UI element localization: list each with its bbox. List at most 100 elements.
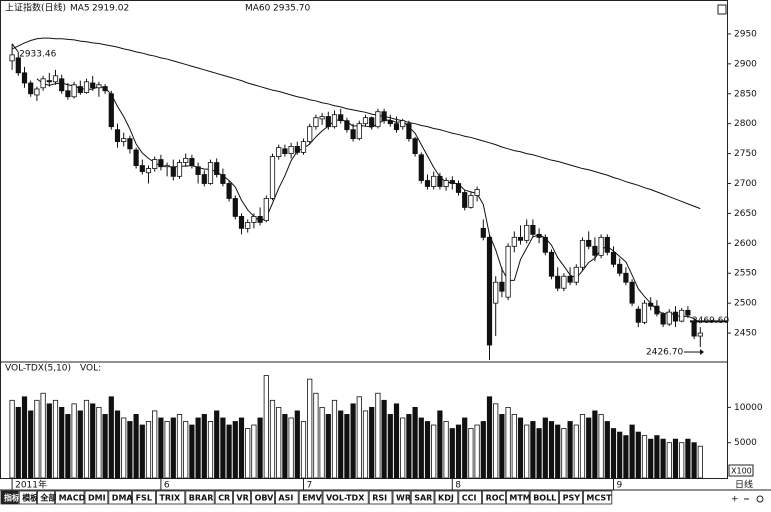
toolbar-tab[interactable] <box>251 490 275 505</box>
toolbar-tab-label[interactable]: OBV <box>255 494 275 503</box>
toolbar-tab[interactable] <box>322 490 369 505</box>
toolbar-tab-label[interactable]: KDJ <box>438 494 454 503</box>
toolbar-tab[interactable] <box>368 490 393 505</box>
toolbar-tab-label[interactable]: PSY <box>563 494 581 503</box>
toolbar-tab-label[interactable]: FSL <box>136 494 152 503</box>
candle-body <box>629 281 635 304</box>
candle-body <box>108 93 114 128</box>
toolbar-tab-label[interactable]: 全部 <box>39 493 56 503</box>
volume-bar <box>579 414 586 479</box>
toolbar-tab-label[interactable]: MACD <box>59 494 86 503</box>
candle-body <box>232 198 238 217</box>
volume-bar <box>685 438 691 479</box>
volume-bar <box>245 428 251 479</box>
toolbar-tab-label[interactable]: EMV <box>302 494 322 503</box>
toolbar-tab[interactable] <box>37 490 56 505</box>
candle-body <box>474 189 480 196</box>
toolbar-tab[interactable] <box>482 490 506 505</box>
toolbar-tab[interactable] <box>505 490 530 505</box>
candle-body <box>443 180 449 187</box>
legend-name: MA60 <box>245 4 271 14</box>
toolbar-tab[interactable] <box>232 490 251 505</box>
toolbar-tab[interactable] <box>84 490 109 505</box>
toolbar-tab[interactable] <box>559 490 583 505</box>
toolbar-tab[interactable] <box>132 490 156 505</box>
toolbar-tab-label[interactable]: MTM <box>509 494 530 503</box>
toolbar-tab[interactable] <box>298 490 323 505</box>
legend-readout: 2919.02 <box>92 4 129 14</box>
volume-bar <box>480 421 486 479</box>
toolbar-tab-label[interactable]: MCST <box>586 494 612 503</box>
candle-body <box>449 180 455 184</box>
toolbar-tab-label[interactable]: VR <box>236 494 248 503</box>
toolbar-tab[interactable] <box>392 490 411 505</box>
volume-bar <box>52 399 59 479</box>
toolbar-tab-label[interactable]: TRIX <box>159 494 181 503</box>
x-tick-label: 6 <box>164 481 170 491</box>
toolbar-tab-label[interactable]: BOLL <box>533 494 556 503</box>
volume-bar <box>77 410 83 479</box>
volume-bar <box>666 442 672 479</box>
toolbar-tab[interactable] <box>18 490 37 505</box>
candle-body <box>672 311 679 322</box>
toolbar-tab[interactable] <box>214 490 233 505</box>
toolbar-tab-label[interactable]: 指标 <box>4 493 20 503</box>
candle-body <box>300 141 307 153</box>
zoom-in[interactable]: + <box>731 495 739 505</box>
window-icon[interactable] <box>717 4 727 15</box>
volume-bar <box>288 417 294 479</box>
toolbar-tab[interactable] <box>0 490 19 505</box>
toolbar-tab-label[interactable]: 模板 <box>22 493 39 503</box>
volume-bar <box>176 414 183 479</box>
candle-body <box>71 84 77 98</box>
candle-body <box>96 84 102 89</box>
volume-bar <box>697 445 703 479</box>
toolbar-tab[interactable] <box>155 490 186 505</box>
candle-body <box>573 266 579 283</box>
toolbar-tab-label[interactable]: DMA <box>112 494 134 503</box>
volume-bar <box>158 417 164 479</box>
toolbar-tab-label[interactable]: DMI <box>88 494 106 503</box>
candle-body <box>511 236 517 247</box>
volume-bar <box>542 417 548 479</box>
candle-body <box>666 311 672 325</box>
volume-bar <box>21 396 28 479</box>
volume-bar <box>201 414 207 479</box>
legend-readout: 2935.70 <box>273 4 310 14</box>
toolbar-tab-label[interactable]: SAR <box>414 494 432 503</box>
volume-bar <box>393 403 400 479</box>
reset[interactable] <box>756 495 764 503</box>
toolbar-tab[interactable] <box>108 490 133 505</box>
toolbar-tab-label[interactable]: ASI <box>278 494 293 503</box>
volume-bar <box>65 414 71 479</box>
volume-bar <box>145 421 152 479</box>
toolbar-tab-label[interactable]: CCI <box>462 494 477 503</box>
toolbar-tab[interactable] <box>410 490 435 505</box>
candle-body <box>102 86 108 92</box>
toolbar-tab[interactable] <box>185 490 215 505</box>
volume-bar <box>449 428 455 479</box>
candle-body <box>269 156 276 199</box>
toolbar-tab-label[interactable]: ROC <box>486 494 505 503</box>
volume-bar <box>108 396 114 479</box>
toolbar-tab-label[interactable]: VOL-TDX <box>326 494 365 503</box>
candle-body <box>462 192 468 208</box>
toolbar-tab-label[interactable]: CR <box>218 494 230 503</box>
toolbar-tab-label[interactable]: RSI <box>372 494 387 503</box>
toolbar-tab-label[interactable]: WR <box>396 494 411 503</box>
candle-body <box>604 236 610 253</box>
toolbar-tab[interactable] <box>583 490 613 505</box>
candle-body <box>46 80 52 83</box>
candle-body <box>313 117 319 128</box>
toolbar-tab[interactable] <box>529 490 560 505</box>
candle-body <box>319 116 325 120</box>
candle-body <box>493 281 499 304</box>
toolbar-tab[interactable] <box>434 490 459 505</box>
toolbar-tab[interactable] <box>55 490 85 505</box>
toolbar-tab-label[interactable]: BRAR <box>189 494 214 503</box>
volume-bar <box>474 424 480 479</box>
toolbar-tab[interactable] <box>274 490 299 505</box>
toolbar-tab[interactable] <box>458 490 482 505</box>
candle-body <box>152 159 158 169</box>
volume-bar <box>251 424 257 479</box>
